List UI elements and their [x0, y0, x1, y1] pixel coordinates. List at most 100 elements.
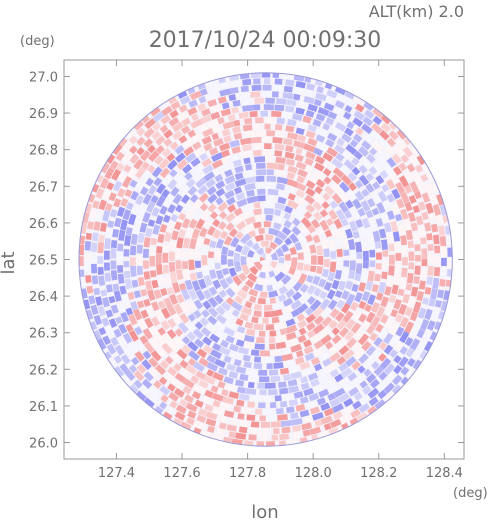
velocity-cell — [174, 145, 185, 155]
velocity-cell — [408, 251, 415, 261]
velocity-cell — [153, 289, 162, 299]
velocity-cell — [214, 320, 226, 332]
velocity-cell — [228, 431, 236, 439]
velocity-cell — [117, 265, 124, 273]
velocity-cell — [143, 127, 155, 139]
velocity-cell — [405, 283, 413, 291]
velocity-cell — [385, 179, 396, 190]
velocity-cell — [316, 397, 327, 406]
velocity-cell — [166, 328, 177, 339]
velocity-cell — [317, 374, 330, 384]
velocity-cell — [248, 375, 259, 382]
y-tick-label: 26.5 — [29, 254, 58, 269]
velocity-cell — [241, 245, 250, 256]
velocity-cell — [244, 183, 256, 191]
velocity-cell — [87, 221, 95, 230]
velocity-cell — [110, 260, 117, 270]
velocity-cell — [200, 114, 212, 124]
velocity-cell — [120, 354, 131, 365]
velocity-cell — [310, 357, 321, 366]
velocity-cell — [359, 394, 371, 405]
velocity-cell — [365, 311, 376, 324]
velocity-cell — [338, 362, 349, 372]
velocity-cell — [84, 240, 92, 251]
velocity-cell — [320, 327, 331, 337]
velocity-cell — [236, 386, 246, 394]
velocity-cell — [90, 304, 99, 315]
velocity-cell — [393, 298, 402, 310]
velocity-cell — [319, 298, 331, 311]
velocity-cell — [212, 392, 224, 402]
velocity-cell — [305, 187, 316, 197]
velocity-cell — [303, 143, 316, 153]
velocity-cell — [399, 278, 407, 288]
velocity-cell — [380, 211, 389, 221]
velocity-cell — [295, 204, 305, 213]
velocity-cell — [331, 334, 342, 345]
velocity-cell — [95, 188, 105, 199]
velocity-cell — [224, 175, 236, 185]
velocity-cell — [301, 422, 313, 431]
velocity-cell — [91, 275, 99, 285]
velocity-cell — [285, 359, 295, 368]
velocity-cell — [375, 306, 386, 318]
velocity-cell — [406, 272, 414, 284]
velocity-cell — [274, 78, 283, 85]
velocity-cell — [366, 198, 376, 208]
velocity-cell — [259, 415, 266, 422]
velocity-cell — [88, 295, 96, 305]
velocity-cell — [156, 264, 163, 275]
velocity-cell — [241, 284, 250, 293]
velocity-cell — [220, 108, 232, 117]
velocity-cell — [98, 275, 106, 286]
velocity-cell — [92, 329, 102, 341]
velocity-cell — [136, 146, 145, 156]
velocity-cell — [323, 423, 332, 431]
velocity-cell — [245, 328, 256, 336]
velocity-cell — [169, 293, 179, 306]
velocity-cell — [236, 399, 245, 407]
velocity-cell — [324, 229, 333, 238]
velocity-cell — [195, 370, 207, 381]
velocity-cell — [395, 252, 402, 261]
velocity-cell — [279, 387, 289, 395]
velocity-cell — [118, 323, 128, 335]
velocity-cell — [148, 384, 161, 397]
velocity-cell — [371, 284, 379, 293]
velocity-cell — [254, 182, 265, 189]
velocity-cell — [391, 384, 403, 395]
velocity-cell — [152, 224, 161, 235]
velocity-cell — [254, 234, 264, 243]
velocity-cell — [400, 366, 410, 376]
y-axis-label: lat — [0, 251, 19, 274]
velocity-cell — [306, 321, 316, 332]
velocity-cell — [338, 228, 347, 239]
velocity-cell — [297, 273, 308, 285]
velocity-cell — [259, 350, 270, 357]
velocity-cell — [441, 257, 447, 267]
velocity-cell — [225, 383, 236, 392]
velocity-cell — [283, 85, 293, 93]
velocity-cell — [247, 401, 255, 408]
velocity-cell — [222, 121, 235, 130]
velocity-cell — [133, 379, 143, 389]
velocity-cell — [197, 102, 207, 112]
velocity-cell — [218, 346, 231, 356]
velocity-cell — [290, 412, 299, 420]
velocity-cell — [191, 199, 203, 211]
velocity-cell — [180, 302, 190, 314]
velocity-cell — [86, 285, 94, 294]
velocity-cell — [406, 163, 416, 173]
velocity-cell — [146, 307, 156, 318]
velocity-cell — [198, 379, 209, 389]
velocity-cell — [394, 263, 402, 274]
velocity-cell — [124, 189, 133, 198]
velocity-cell — [157, 327, 166, 336]
velocity-cell — [155, 145, 165, 155]
velocity-cell — [142, 260, 149, 269]
velocity-cell — [123, 164, 132, 173]
velocity-cell — [379, 130, 390, 141]
velocity-cell — [361, 340, 372, 352]
velocity-cell — [379, 170, 389, 179]
